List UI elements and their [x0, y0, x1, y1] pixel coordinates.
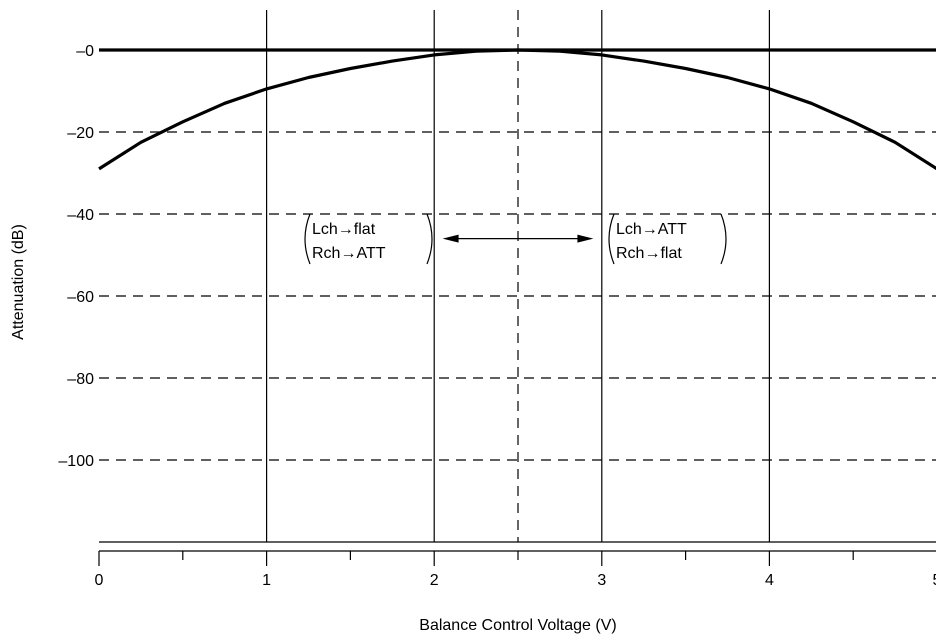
annotation-right-line1: Lch→ATT — [616, 221, 687, 238]
series-lines — [98, 48, 936, 171]
y-tick-label: –40 — [67, 207, 94, 224]
y-axis-label: Attenuation (dB) — [10, 224, 27, 340]
grid — [99, 10, 936, 542]
x-tick-label: 0 — [95, 572, 104, 589]
x-tick-label: 5 — [933, 572, 936, 589]
x-tick-label: 3 — [597, 572, 606, 589]
annotation-left-paren-close — [426, 213, 433, 265]
annotation-arrowhead-left — [442, 234, 459, 243]
y-tick-label: –100 — [58, 453, 94, 470]
y-tick-label: –80 — [67, 371, 94, 388]
x-tick-label: 4 — [765, 572, 774, 589]
x-tick-label: 2 — [430, 572, 439, 589]
annotations: Lch→flat Rch→ATT Lch→ATT Rch→flat — [304, 213, 727, 265]
annotation-arrowhead-right — [577, 234, 594, 243]
annotation-right-paren-open — [608, 213, 615, 265]
x-axis-label: Balance Control Voltage (V) — [419, 617, 616, 634]
y-tick-label: –0 — [76, 43, 94, 60]
series-attenuation-curve — [98, 48, 936, 171]
y-tick-label: –20 — [67, 125, 94, 142]
annotation-left-paren-open — [304, 213, 311, 265]
annotation-right-line2: Rch→flat — [616, 245, 682, 262]
x-axis — [98, 541, 936, 566]
annotation-right-paren-close — [720, 213, 727, 265]
annotation-left-line2: Rch→ATT — [312, 245, 386, 262]
tick-labels: –0 –20 –40 –60 –80 –100 0 1 2 3 4 5 — [58, 43, 936, 589]
annotation-left-line1: Lch→flat — [312, 221, 376, 238]
y-tick-label: –60 — [67, 289, 94, 306]
x-tick-label: 1 — [262, 572, 271, 589]
